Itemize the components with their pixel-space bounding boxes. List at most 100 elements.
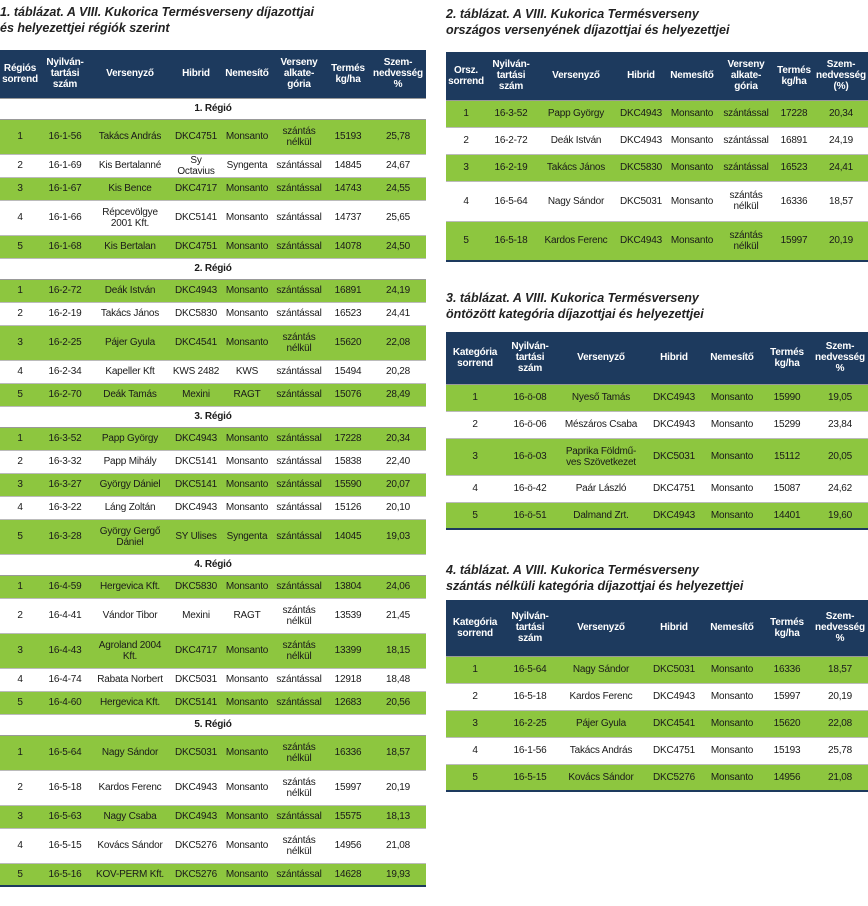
- table-cell: Kovács Sándor: [90, 828, 170, 864]
- table-cell: Monsanto: [222, 473, 272, 497]
- table-cell: Deák Tamás: [90, 383, 170, 407]
- table-row: 5 16-5-16 KOV-PERM Kft. DKC5276 Monsanto szán…: [0, 863, 426, 887]
- text-line: Nemesítő: [225, 68, 269, 80]
- table-cell: DKC4943: [646, 411, 702, 439]
- region-label: 3. Régió: [0, 406, 426, 428]
- table-cell: DKC5031: [646, 656, 702, 684]
- table-cell: 16891: [326, 279, 370, 303]
- table-cell: Kapeller Kft: [90, 360, 170, 384]
- text-line: nedvesség: [816, 70, 866, 82]
- table-cell: 16-5-64: [504, 656, 556, 684]
- text-line: szántás nélküli kategória díjazottjai és…: [446, 579, 744, 593]
- table-cell: 4: [0, 668, 40, 692]
- table-cell: 5: [0, 691, 40, 715]
- text-line: 2. táblázat. A VIII. Kukorica Termésvers…: [446, 7, 699, 21]
- table-cell: 16-5-15: [504, 764, 556, 792]
- table-cell: DKC5031: [646, 438, 702, 476]
- table-cell: DKC4943: [646, 502, 702, 530]
- table-cell: DKC4541: [646, 710, 702, 738]
- table-cell: Takács András: [556, 737, 646, 765]
- region-row: 4. Régió: [0, 554, 426, 576]
- table-cell: DKC4717: [170, 633, 222, 669]
- text-line: Verseny: [727, 59, 765, 71]
- table-row: 2 16-5-18 Kardos Ferenc DKC4943 Monsanto 1599…: [446, 683, 868, 711]
- table-row: 4 16-5-64 Nagy Sándor DKC5031 Monsanto szántá…: [446, 181, 868, 222]
- table-cell: 24,50: [370, 235, 426, 259]
- text-line: Paprika Földmű-: [565, 445, 637, 457]
- text-line: kg/ha: [774, 357, 800, 369]
- table-row: 1 16-2-72 Deák István DKC4943 Monsanto szántá…: [0, 279, 426, 303]
- table-cell: 20,05: [812, 438, 868, 476]
- table-row: 4 16-4-74 Rabata Norbert DKC5031 Monsanto szá…: [0, 668, 426, 692]
- table-cell: DKC4943: [646, 683, 702, 711]
- table-cell: Monsanto: [666, 100, 718, 128]
- table-cell: 23,84: [812, 411, 868, 439]
- table-cell: 16-5-64: [40, 735, 90, 771]
- text-line: szántás: [282, 604, 316, 616]
- table-cell: 3: [0, 473, 40, 497]
- table-cell: 16-ö-06: [504, 411, 556, 439]
- table-row: 3 16-2-25 Pájer Gyula DKC4541 Monsanto 15620 2…: [446, 710, 868, 738]
- table-cell: Monsanto: [222, 235, 272, 259]
- table-cell: szántás nélkül: [272, 598, 326, 634]
- text-line: Hibrid: [627, 70, 655, 82]
- column-header: Nyilván-tartási szám: [40, 50, 90, 99]
- table-cell: 1: [0, 427, 40, 451]
- table-cell: 18,57: [812, 656, 868, 684]
- table-cell: 22,40: [370, 450, 426, 474]
- table-cell: 20,56: [370, 691, 426, 715]
- table-cell: DKC5031: [616, 181, 666, 222]
- table-row: 4 16-1-66 Répcevölgye 2001 Kft. DKC5141 Monsa…: [0, 200, 426, 236]
- table-cell: DKC5276: [170, 828, 222, 864]
- header-row: Régiós sorrend Nyilván-tartási szám Versenyz…: [0, 50, 426, 99]
- table-head: Orsz. sorrend Nyilván-tartási szám Versenyző…: [446, 52, 868, 101]
- table-cell: szántás nélkül: [272, 119, 326, 155]
- table-cell: Papp Mihály: [90, 450, 170, 474]
- table-cell: 16-2-72: [40, 279, 90, 303]
- table-cell: Monsanto: [702, 475, 762, 503]
- text-line: nélkül: [733, 240, 759, 252]
- table-cell: 15087: [762, 475, 812, 503]
- table-cell: 19,93: [370, 863, 426, 887]
- table-row: 3 16-2-25 Pájer Gyula DKC4541 Monsanto szántá…: [0, 325, 426, 361]
- column-header: Kategória sorrend: [446, 332, 504, 385]
- table-cell: Répcevölgye 2001 Kft.: [90, 200, 170, 236]
- text-line: Kategória: [452, 346, 498, 358]
- table-cell: DKC5141: [170, 473, 222, 497]
- text-line: Nyilván-: [492, 59, 530, 71]
- table-cell: 12918: [326, 668, 370, 692]
- text-line: György Gergő: [99, 525, 161, 537]
- table-cell: 1: [0, 575, 40, 599]
- text-line: Hibrid: [182, 68, 210, 80]
- table-cell: Monsanto: [222, 668, 272, 692]
- table-cell: 16-ö-51: [504, 502, 556, 530]
- table-cell: Pájer Gyula: [556, 710, 646, 738]
- table-cell: Kardos Ferenc: [90, 770, 170, 806]
- table-cell: 14956: [762, 764, 812, 792]
- table-cell: 15620: [326, 325, 370, 361]
- column-header: Szem-nedvesség%: [812, 332, 868, 385]
- table-cell: DKC4943: [616, 100, 666, 128]
- table-row: 2 16-1-69 Kis Bertalanné Sy Octavius Syngent…: [0, 154, 426, 178]
- table-cell: 14628: [326, 863, 370, 887]
- table-cell: 17228: [774, 100, 814, 128]
- text-line: Verseny: [280, 57, 318, 69]
- column-header: Hibrid: [616, 52, 666, 101]
- table-cell: Monsanto: [222, 863, 272, 887]
- text-line: nélkül: [733, 201, 759, 212]
- table-cell: DKC5830: [170, 302, 222, 326]
- table-cell: 14737: [326, 200, 370, 236]
- text-line: Szem-: [825, 341, 855, 353]
- table-cell: Monsanto: [702, 384, 762, 412]
- table-cell: 14078: [326, 235, 370, 259]
- table-cell: 28,49: [370, 383, 426, 407]
- table-cell: 15997: [774, 221, 814, 262]
- table-cell: Monsanto: [222, 177, 272, 201]
- table-cell: DKC4717: [170, 177, 222, 201]
- text-line: tartási: [515, 622, 545, 634]
- text-line: tartási: [515, 352, 545, 364]
- table-cell: szántás nélkül: [272, 770, 326, 806]
- text-line: Nemesítő: [710, 622, 754, 634]
- table-row: 2 16-ö-06 Mészáros Csaba DKC4943 Monsanto 152…: [446, 411, 868, 439]
